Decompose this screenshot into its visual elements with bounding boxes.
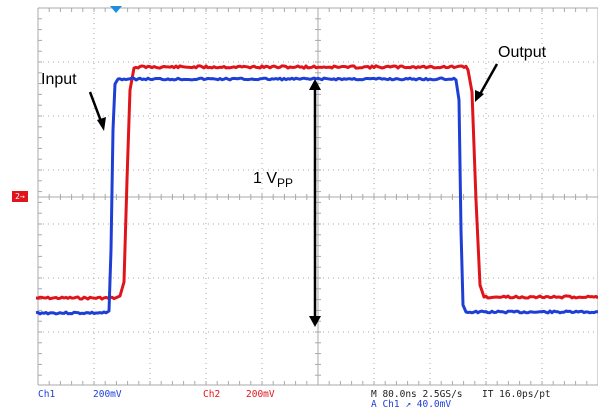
amplitude-arrow-bottom	[309, 316, 321, 327]
ch1-input-trace	[35, 76, 598, 316]
output-label: Output	[498, 44, 547, 61]
ch2-ground-marker: 2→	[12, 191, 28, 202]
interpolation-readout: IT 16.0ps/pt	[482, 389, 551, 400]
annotation-arrows	[88, 63, 499, 327]
ch2-output-trace	[35, 64, 598, 301]
ch1-scale: 200mV	[93, 389, 122, 400]
ch1-name: Ch1	[38, 389, 56, 400]
amplitude-arrow-top	[309, 79, 321, 90]
output-pointer-head	[475, 90, 484, 102]
output-pointer-line	[477, 63, 499, 97]
amplitude-main: 1 V	[253, 170, 278, 187]
graticule	[37, 7, 598, 386]
amplitude-label: 1 VPP	[253, 170, 293, 190]
input-label: Input	[41, 71, 77, 88]
trigger-readout: A Ch1 ↗ 40.0mV	[371, 399, 452, 410]
input-pointer-line	[88, 91, 104, 125]
ch2-name: Ch2	[203, 389, 221, 400]
amplitude-subscript: PP	[277, 176, 294, 191]
trigger-position-icon	[110, 6, 122, 13]
input-pointer-head	[97, 117, 106, 131]
ch2-scale: 200mV	[246, 389, 275, 400]
timebase-readout: M 80.0ns 2.5GS/s	[371, 389, 463, 400]
